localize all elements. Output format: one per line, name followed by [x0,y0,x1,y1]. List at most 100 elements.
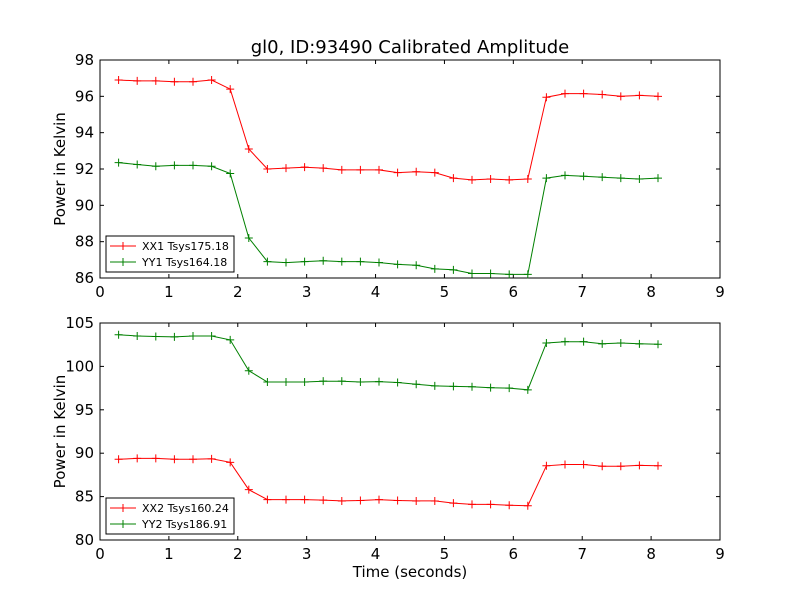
data-point [412,167,421,176]
data-point [133,332,142,341]
data-point [412,261,421,270]
data-point [579,337,588,346]
x-tick-label: 6 [509,283,519,301]
x-tick-label: 0 [95,545,105,563]
data-point [282,258,290,267]
data-point [207,332,216,341]
data-point [226,85,235,94]
data-point [542,461,551,470]
data-point [189,161,197,170]
data-point [542,174,551,183]
data-point [430,496,439,505]
data-point [375,165,383,174]
x-tick-label: 3 [302,545,312,563]
legend-box [105,235,235,273]
data-point [207,75,216,84]
subplot-2: 0 1 2 3 4 5 6 7 8 9 80 85 90 95 100 105 Power in Kelvin T… [51,314,725,581]
data-point [486,269,495,278]
data-point [300,257,309,266]
data-point [226,169,235,178]
data-point [282,164,290,173]
data-point [523,270,532,279]
data-point [337,257,346,266]
data-point [430,381,439,390]
x-axis-label: Time (seconds) [352,563,468,581]
x-tick-label: 5 [440,545,450,563]
data-point [449,265,458,274]
x-tick-label: 1 [164,283,174,301]
legend-2: XX2 Tsys160.24 YY2 Tsys186.91 [105,497,235,535]
data-point [561,89,569,98]
data-point [393,260,402,269]
data-point [244,145,253,154]
y-tick-label: 92 [75,160,94,178]
x-tick-label: 9 [715,283,725,301]
x-tick-label: 7 [577,545,587,563]
series-yy1 [114,158,662,279]
data-point [486,174,495,183]
data-point [616,174,625,183]
data-point [468,382,476,391]
data-point [337,377,346,386]
data-point [579,89,588,98]
data-point [523,501,532,510]
data-point [114,455,123,464]
data-point [263,257,272,266]
y-tick-label: 88 [75,233,94,251]
data-point [244,485,253,494]
data-point [449,499,458,508]
data-point [356,257,365,266]
y-tick-label: 98 [75,51,94,69]
data-point [375,258,383,267]
data-point [598,462,607,471]
data-point [430,168,439,177]
data-point [319,256,328,265]
y-tick-label: 100 [65,357,94,375]
x-tick-label: 9 [715,545,725,563]
data-point [170,455,179,464]
data-point [263,378,272,387]
data-point [151,332,160,341]
y-axis-label: Power in Kelvin [51,112,69,226]
legend-marker [119,504,127,512]
y-tick-label: 90 [75,444,94,462]
x-tick-label: 7 [577,283,587,301]
legend-label: YY2 Tsys186.91 [141,518,227,531]
data-point [393,496,402,505]
data-point [616,92,625,101]
data-point [468,269,476,278]
y-tick-label: 96 [75,87,94,105]
data-point [505,501,514,510]
data-point [654,340,662,349]
data-point [263,165,272,173]
data-point [170,332,179,341]
legend-1: XX1 Tsys175.18 YY1 Tsys164.18 [105,235,235,273]
data-point [170,161,179,170]
data-point [133,454,142,463]
data-point [189,332,197,341]
data-point [189,77,197,86]
chart-title: gl0, ID:93490 Calibrated Amplitude [251,37,570,58]
x-tick-label: 2 [233,545,243,563]
legend-label: XX2 Tsys160.24 [142,502,229,515]
data-point [616,462,625,471]
data-point [207,454,216,463]
data-point [449,382,458,391]
data-point [337,165,346,174]
data-point [561,337,569,346]
data-point [393,378,402,387]
data-point [151,76,160,85]
data-point [635,174,644,183]
x-tick-label: 5 [440,283,450,301]
series-xx1 [114,75,662,184]
y-axis-label: Power in Kelvin [51,375,69,489]
legend-label: XX1 Tsys175.18 [142,240,229,253]
data-point [319,377,328,386]
legend-marker [119,258,127,266]
y-tick-label: 85 [75,488,94,506]
data-point [244,366,253,375]
y-tick-label: 94 [75,124,94,142]
x-tick-label: 6 [509,545,519,563]
data-point [412,496,421,505]
x-tick-label: 1 [164,545,174,563]
